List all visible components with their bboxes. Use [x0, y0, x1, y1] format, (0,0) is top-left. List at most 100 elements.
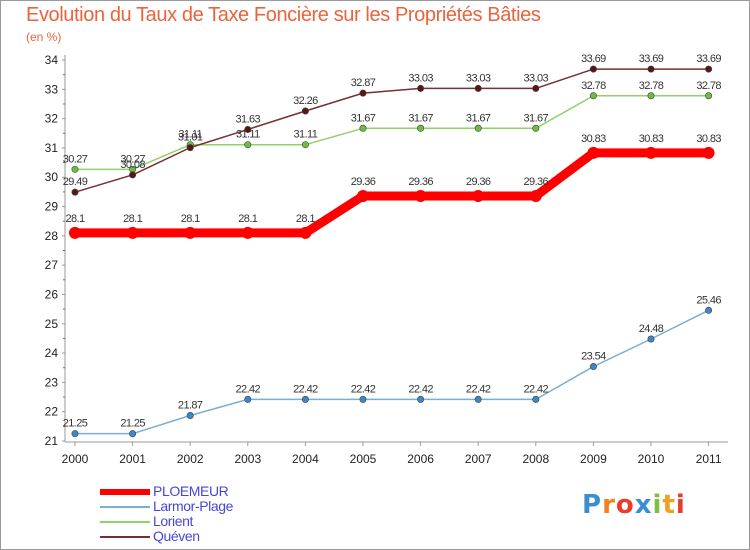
y-tick-label: 34	[45, 53, 59, 67]
data-label-ploemeur: 28.1	[123, 213, 142, 225]
legend-label-ploemeur: PLOEMEUR	[153, 483, 229, 499]
y-tick-label: 21	[45, 434, 59, 448]
x-tick-label: 2008	[522, 452, 549, 466]
logo-letter: t	[662, 490, 676, 520]
x-tick-label: 2003	[234, 452, 261, 466]
point-lorient	[417, 124, 425, 132]
logo-letter: i	[675, 490, 686, 520]
data-label-lorient: 31.11	[178, 129, 202, 141]
data-label-larmor-plage: 23.54	[581, 351, 606, 363]
series-line-larmor-plage	[75, 309, 709, 435]
legend-label-queven: Quéven	[153, 528, 200, 544]
logo-letter: x	[634, 490, 653, 520]
point-lorient	[244, 141, 252, 149]
logo-letter: P	[582, 490, 603, 520]
x-tick-label: 2002	[177, 452, 204, 466]
point-larmor-plage	[359, 395, 367, 403]
data-label-queven: 33.03	[524, 72, 549, 84]
point-queven	[71, 188, 79, 196]
point-queven	[129, 171, 137, 179]
data-label-ploemeur: 29.36	[351, 176, 376, 188]
x-tick-label: 2009	[580, 452, 607, 466]
point-queven	[244, 125, 252, 133]
data-label-ploemeur: 30.83	[581, 133, 606, 145]
legend-label-lorient: Lorient	[153, 513, 194, 529]
logo-letter: i	[652, 490, 663, 520]
point-ploemeur	[702, 146, 715, 159]
point-queven	[301, 107, 309, 115]
x-tick-label: 2010	[638, 452, 665, 466]
point-larmor-plage	[474, 395, 482, 403]
data-label-lorient: 31.67	[524, 112, 549, 124]
point-lorient	[532, 124, 540, 132]
data-label-ploemeur: 28.1	[181, 213, 200, 225]
point-ploemeur	[529, 189, 542, 202]
x-tick-label: 2006	[407, 452, 434, 466]
data-label-larmor-plage: 22.42	[524, 383, 549, 395]
point-queven	[647, 65, 655, 73]
data-label-ploemeur: 29.36	[466, 176, 491, 188]
point-larmor-plage	[301, 395, 309, 403]
point-larmor-plage	[417, 395, 425, 403]
series-layer	[69, 65, 715, 438]
data-label-queven: 29.49	[63, 176, 88, 188]
data-label-queven: 30.08	[120, 159, 145, 171]
point-larmor-plage	[186, 412, 194, 420]
point-larmor-plage	[589, 363, 597, 371]
data-label-lorient: 32.78	[639, 80, 664, 92]
legend-label-larmor-plage: Larmor-Plage	[153, 498, 234, 514]
data-label-lorient: 31.67	[408, 112, 433, 124]
data-label-larmor-plage: 22.42	[293, 383, 318, 395]
point-larmor-plage	[71, 430, 79, 438]
data-label-ploemeur: 29.36	[408, 176, 433, 188]
point-lorient	[71, 165, 79, 173]
data-label-lorient: 31.11	[236, 129, 260, 141]
data-label-lorient: 31.67	[351, 112, 376, 124]
data-label-ploemeur: 28.1	[296, 213, 315, 225]
data-label-larmor-plage: 22.42	[351, 383, 376, 395]
data-label-lorient: 30.27	[120, 153, 145, 165]
point-larmor-plage	[244, 395, 252, 403]
data-label-queven: 33.03	[466, 72, 491, 84]
point-larmor-plage	[532, 395, 540, 403]
point-ploemeur	[357, 189, 369, 202]
point-lorient	[705, 92, 713, 100]
x-tick-label: 2007	[465, 452, 492, 466]
point-ploemeur	[69, 226, 81, 239]
y-tick-label: 30	[45, 170, 59, 184]
data-label-queven: 31.01	[178, 132, 203, 144]
point-lorient	[301, 141, 309, 149]
point-queven	[705, 65, 713, 73]
proxiti-logo: Proxiti	[582, 490, 686, 520]
point-ploemeur	[587, 146, 600, 159]
chart-title: Evolution du Taux de Taxe Foncière sur l…	[26, 4, 541, 26]
point-queven	[417, 84, 425, 92]
y-tick-label: 24	[45, 346, 59, 360]
logo-letter: o	[615, 490, 635, 520]
x-tick-label: 2001	[119, 452, 146, 466]
x-tick-label: 2005	[350, 452, 377, 466]
series-line-ploemeur	[75, 148, 709, 238]
y-tick-label: 28	[45, 229, 59, 243]
point-queven	[474, 84, 482, 92]
data-label-lorient: 32.78	[581, 80, 606, 92]
point-ploemeur	[472, 189, 485, 202]
data-label-lorient: 32.78	[696, 80, 721, 92]
data-label-ploemeur: 29.36	[524, 176, 549, 188]
x-tick-label: 2004	[292, 452, 319, 466]
y-tick-label: 29	[45, 200, 59, 214]
data-label-larmor-plage: 22.42	[408, 383, 433, 395]
point-ploemeur	[184, 226, 197, 239]
point-lorient	[359, 124, 367, 132]
legend-swatch-queven	[100, 536, 150, 538]
data-label-larmor-plage: 24.48	[639, 323, 664, 335]
point-queven	[532, 84, 540, 92]
data-label-larmor-plage: 21.87	[178, 400, 203, 412]
data-label-queven: 33.69	[696, 53, 721, 65]
series-line-queven	[74, 68, 709, 193]
series-line-lorient	[75, 95, 709, 171]
point-ploemeur	[126, 226, 139, 239]
data-label-larmor-plage: 22.42	[236, 383, 261, 395]
point-ploemeur	[241, 226, 254, 239]
